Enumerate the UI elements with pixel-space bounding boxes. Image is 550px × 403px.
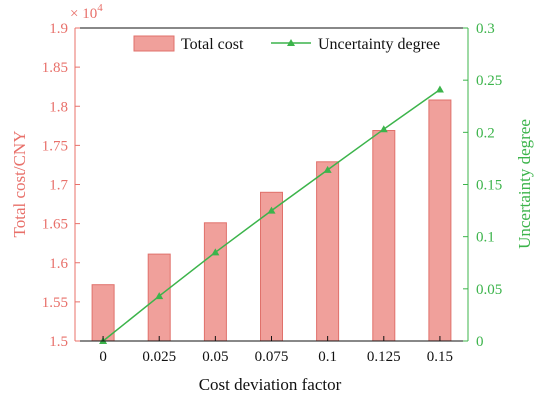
uncertainty-point-1	[155, 292, 164, 300]
x-tick-label-4: 0.1	[318, 349, 337, 365]
left-axis-multiplier: × 104	[70, 2, 103, 22]
line-layer	[99, 85, 444, 344]
bar-3	[260, 191, 283, 342]
legend: Total cost Uncertainty degree	[133, 35, 440, 53]
uncertainty-point-5	[379, 125, 388, 133]
x-tick-label-1: 0.025	[142, 349, 176, 365]
right-tick-label-5: 0.25	[476, 73, 502, 89]
x-tick-label-2: 0.05	[202, 349, 228, 365]
uncertainty-point-6	[435, 85, 444, 93]
axes-layer: 1.5 1.55 1.6 1.65 1.7 1.75 1.8 1.85 1.9 0 0.05 0.1 0…	[42, 21, 503, 365]
left-tick-label-7: 1.85	[42, 60, 68, 76]
uncertainty-point-4	[323, 165, 332, 173]
left-tick-label-6: 1.8	[49, 99, 68, 115]
left-tick-label-2: 1.6	[49, 256, 68, 272]
x-tick-label-0: 0	[99, 349, 107, 365]
x-tick-label-3: 0.075	[255, 349, 289, 365]
right-tick-label-2: 0.1	[476, 230, 495, 246]
left-tick-label-8: 1.9	[49, 21, 68, 37]
uncertainty-point-3	[267, 206, 276, 214]
right-tick-label-3: 0.15	[476, 178, 502, 194]
right-tick-label-0: 0	[476, 334, 484, 350]
bars-layer	[91, 99, 452, 342]
bar-4	[316, 161, 340, 342]
uncertainty-point-2	[211, 248, 220, 256]
legend-swatch-total-cost	[133, 35, 175, 52]
right-tick-label-4: 0.2	[476, 125, 495, 141]
left-tick-label-3: 1.65	[42, 217, 68, 233]
right-axis-title: Uncertainty degree	[515, 119, 534, 249]
right-tick-label-1: 0.05	[476, 282, 502, 298]
left-tick-label-1: 1.55	[42, 295, 68, 311]
left-tick-label-0: 1.5	[49, 334, 68, 350]
x-tick-label-5: 0.125	[367, 349, 401, 365]
x-tick-label-6: 0.15	[427, 349, 453, 365]
left-tick-label-4: 1.7	[49, 178, 68, 194]
bar-5	[372, 130, 396, 342]
right-tick-label-6: 0.3	[476, 21, 495, 37]
bar-2	[203, 222, 227, 342]
bar-0	[91, 284, 115, 342]
x-axis-title: Cost deviation factor	[199, 375, 342, 394]
legend-label-uncertainty: Uncertainty degree	[318, 36, 440, 53]
left-tick-label-5: 1.75	[42, 138, 68, 154]
left-axis-title: Total cost/CNY	[10, 131, 29, 238]
legend-marker-uncertainty	[287, 39, 295, 46]
bar-6	[428, 99, 452, 342]
legend-label-total-cost: Total cost	[181, 36, 244, 53]
